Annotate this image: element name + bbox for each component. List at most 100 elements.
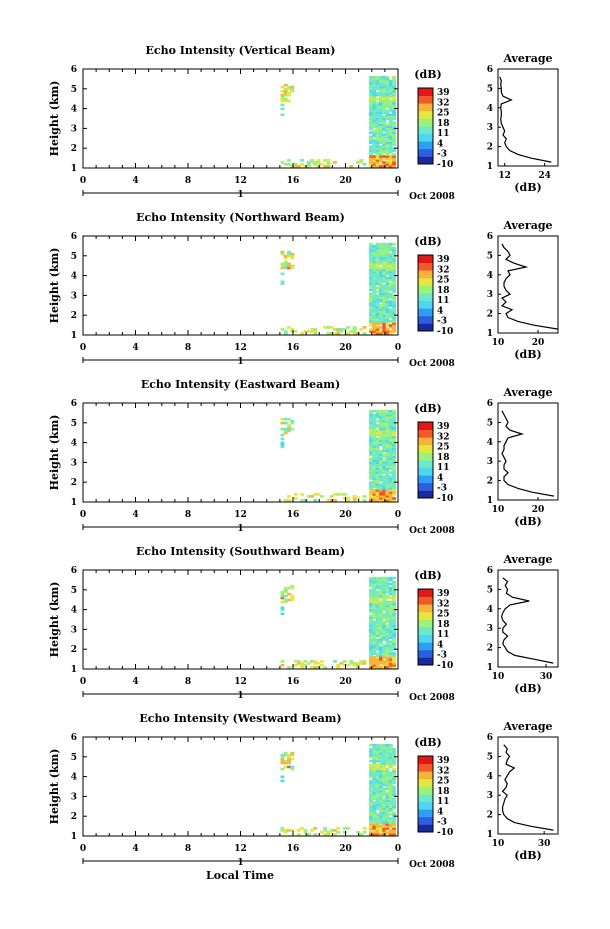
heatmap-cell — [369, 137, 373, 140]
heatmap-cell — [385, 759, 390, 763]
heatmap-cell — [385, 576, 390, 580]
heatmap-cell — [385, 640, 390, 643]
heatmap-cell — [283, 829, 288, 832]
heatmap-cell — [372, 664, 377, 667]
heatmap-cell — [379, 421, 383, 425]
heatmap-cells — [280, 409, 396, 502]
heatmap-cell — [287, 99, 291, 103]
heatmap-cell — [392, 658, 396, 661]
colorbar-segment — [418, 433, 433, 436]
profile-y-tick-label: 6 — [487, 566, 493, 576]
heatmap-cell — [388, 447, 393, 451]
heatmap-cell — [392, 137, 396, 140]
heatmap-cell — [369, 97, 373, 101]
heatmap-cell — [392, 161, 396, 164]
colorbar-segment — [418, 824, 433, 827]
heatmap-cell — [388, 107, 393, 111]
heatmap-cell — [369, 288, 373, 292]
panel-title: Echo Intensity (Eastward Beam) — [141, 378, 340, 391]
heatmap-cell — [375, 163, 380, 166]
heatmap-cell — [388, 139, 393, 142]
heatmap-cell — [392, 644, 396, 647]
heatmap-cell — [385, 135, 390, 138]
heatmap-cell — [385, 306, 390, 309]
heatmap-cell — [369, 620, 373, 624]
heatmap-cell — [372, 771, 377, 775]
heatmap-cell — [283, 598, 288, 602]
heatmap-cell — [316, 493, 321, 496]
heatmap-cell — [379, 101, 383, 105]
heatmap-cell — [385, 634, 390, 637]
heatmap-cell — [369, 447, 373, 451]
heatmap-cell — [379, 638, 383, 641]
heatmap-cell — [388, 264, 393, 268]
heatmap-cell — [382, 298, 387, 301]
heatmap-cell — [382, 636, 387, 639]
heatmap-cell — [385, 497, 390, 500]
heatmap-cell — [369, 578, 373, 582]
heatmap-cell — [323, 829, 328, 832]
panel-title: Echo Intensity (Northward Beam) — [136, 211, 345, 224]
heatmap-cell — [385, 294, 390, 297]
colorbar-segment — [418, 423, 433, 427]
heatmap-cell — [379, 272, 383, 276]
heatmap-cell — [375, 815, 380, 818]
heatmap-cell — [382, 475, 387, 478]
heatmap-cell — [388, 795, 393, 798]
heatmap-cell — [388, 626, 393, 629]
profile-x-tick-label: 30 — [538, 839, 551, 849]
heatmap-cell — [372, 320, 377, 323]
y-tick-label: 1 — [71, 665, 77, 675]
heatmap-cell — [369, 823, 373, 826]
heatmap-cell — [385, 316, 390, 319]
heatmap-cell — [392, 443, 396, 447]
heatmap-cell — [392, 449, 396, 453]
colorbar-segment — [418, 797, 433, 801]
heatmap-frame — [82, 569, 399, 670]
heatmap-cell — [369, 109, 373, 113]
heatmap-cell — [280, 664, 285, 667]
colorbar-segment — [418, 304, 433, 307]
heatmap-cell — [280, 590, 285, 594]
heatmap-cell — [382, 163, 387, 166]
heatmap-cell — [385, 324, 390, 327]
heatmap-cell — [379, 270, 383, 274]
heatmap-cell — [388, 308, 393, 311]
heatmap-cell — [379, 799, 383, 802]
heatmap-cell — [372, 483, 377, 486]
heatmap-cell — [388, 131, 393, 134]
heatmap-cell — [375, 612, 380, 616]
heatmap-cell — [379, 318, 383, 321]
y-tick-label: 2 — [71, 311, 77, 321]
heatmap-cell — [379, 131, 383, 134]
colorbar-segment — [418, 93, 433, 96]
heatmap-cell — [392, 616, 396, 620]
heatmap-cell — [372, 481, 377, 484]
colorbar-segment — [418, 757, 433, 761]
heatmap-cell — [382, 602, 387, 606]
heatmap-cell — [375, 807, 380, 810]
heatmap-cell — [280, 437, 285, 441]
heatmap-cell — [385, 435, 390, 439]
colorbar-segment — [418, 321, 433, 324]
heatmap-cell — [388, 439, 393, 443]
heatmap-cell — [382, 777, 387, 781]
heatmap-cell — [290, 829, 295, 832]
heatmap-cell — [369, 147, 373, 150]
colorbar-frame — [417, 421, 434, 499]
heatmap-cell — [379, 83, 383, 87]
heatmap-cell — [382, 264, 387, 268]
heatmap-cell — [379, 590, 383, 594]
heatmap-cell — [382, 477, 387, 480]
heatmap-cell — [287, 757, 291, 761]
heatmap-cell — [379, 423, 383, 427]
heatmap-cell — [385, 767, 390, 771]
heatmap-cell — [280, 827, 285, 830]
heatmap-cell — [352, 664, 357, 667]
heatmap-cell — [382, 310, 387, 313]
heatmap-cell — [375, 330, 380, 333]
heatmap-cell — [369, 797, 373, 800]
heatmap-cell — [372, 600, 377, 604]
heatmap-cell — [382, 75, 387, 79]
heatmap-cell — [369, 441, 373, 445]
